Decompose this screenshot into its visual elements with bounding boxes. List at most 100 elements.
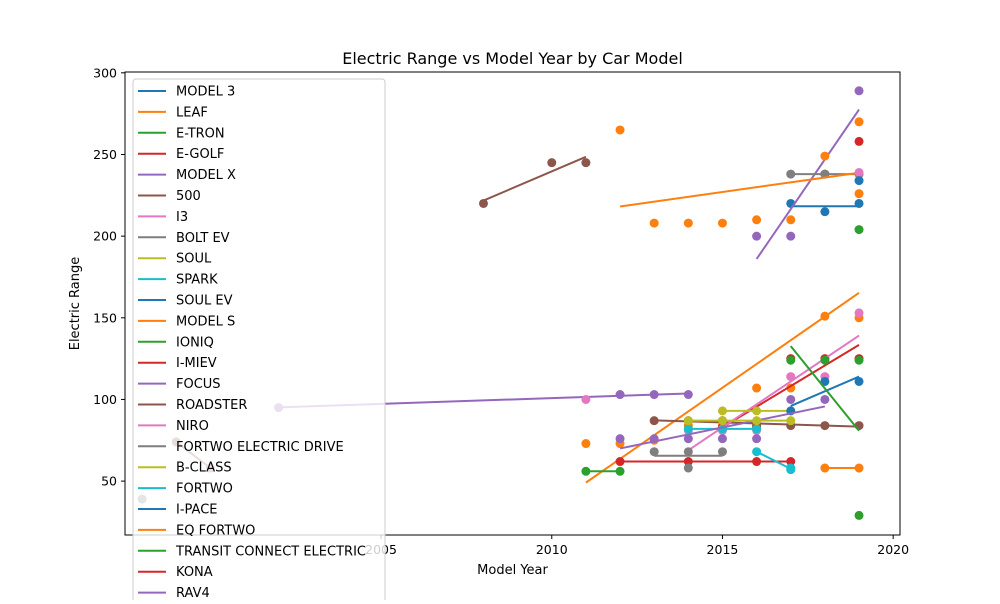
legend-label: FORTWO ELECTRIC DRIVE: [176, 440, 344, 455]
legend-label: MODEL S: [176, 314, 235, 329]
data-point: [820, 311, 830, 321]
data-point: [717, 434, 727, 444]
data-point: [854, 376, 864, 386]
trend-line: [756, 450, 792, 470]
data-point: [649, 218, 659, 228]
axis-ticks: 200520102015202050100150200250300: [93, 65, 909, 557]
data-point: [615, 457, 625, 467]
data-point: [717, 447, 727, 457]
data-point: [854, 136, 864, 146]
trend-line: [585, 291, 860, 484]
x-axis-label: Model Year: [477, 563, 548, 578]
y-tick-label: 300: [93, 65, 117, 80]
data-point: [752, 383, 762, 393]
trend-line: [755, 108, 860, 260]
legend-label: EQ FORTWO: [176, 523, 255, 538]
data-point: [649, 390, 659, 400]
data-point: [820, 151, 830, 161]
data-point: [717, 406, 727, 416]
y-axis-label: Electric Range: [68, 257, 83, 351]
y-tick-label: 250: [93, 147, 117, 162]
data-point: [752, 231, 762, 241]
legend-label: 500: [176, 189, 201, 204]
data-point: [786, 355, 796, 365]
x-tick-label: 2015: [707, 542, 739, 557]
data-point: [786, 416, 796, 426]
legend-label: I-MIEV: [176, 356, 217, 371]
data-point: [683, 463, 693, 473]
legend-label: LEAF: [176, 105, 208, 120]
y-tick-label: 200: [93, 229, 117, 244]
legend-label: MODEL X: [176, 168, 236, 183]
data-point: [581, 466, 591, 476]
data-point: [615, 434, 625, 444]
data-point: [820, 394, 830, 404]
data-point: [820, 207, 830, 217]
data-point: [854, 167, 864, 177]
legend-box: [132, 78, 386, 604]
data-point: [786, 169, 796, 179]
legend-label: IONIQ: [176, 335, 214, 350]
legend: MODEL 3 LEAF E-TRON E-GOLF MODEL X 500 I3 BOLT …: [132, 78, 386, 604]
data-point: [615, 390, 625, 400]
trend-line: [790, 375, 860, 407]
data-point: [854, 198, 864, 208]
data-point: [649, 447, 659, 457]
legend-label: SPARK: [176, 273, 218, 288]
data-point: [854, 176, 864, 186]
data-point: [820, 355, 830, 365]
data-point: [649, 416, 659, 426]
data-point: [615, 125, 625, 135]
trend-line: [619, 171, 860, 208]
data-point: [854, 86, 864, 96]
data-point: [786, 457, 796, 467]
data-point: [820, 463, 830, 473]
legend-label: NIRO: [176, 419, 209, 434]
data-point: [683, 447, 693, 457]
data-point: [752, 406, 762, 416]
legend-label: ROADSTER: [176, 398, 247, 413]
data-point: [854, 308, 864, 318]
data-point: [581, 394, 591, 404]
data-point: [717, 218, 727, 228]
data-point: [854, 225, 864, 235]
legend-label: KONA: [176, 565, 213, 580]
y-tick-label: 100: [93, 392, 117, 407]
data-point: [786, 372, 796, 382]
data-point: [683, 434, 693, 444]
legend-label: E-TRON: [176, 126, 225, 141]
data-point: [786, 463, 796, 473]
data-point: [820, 421, 830, 431]
legend-label: TRANSIT CONNECT ELECTRIC: [175, 544, 366, 559]
data-point: [683, 457, 693, 467]
data-point: [854, 355, 864, 365]
legend-label: I3: [176, 210, 188, 225]
trend-line: [789, 345, 860, 432]
data-point: [581, 439, 591, 449]
data-point: [854, 117, 864, 127]
x-tick-label: 2010: [536, 542, 568, 557]
trend-line: [483, 155, 587, 202]
legend-label: I-PACE: [176, 503, 218, 518]
data-point: [786, 231, 796, 241]
data-point: [752, 447, 762, 457]
data-point: [854, 189, 864, 199]
y-tick-label: 150: [93, 310, 117, 325]
legend-label: E-GOLF: [176, 147, 224, 162]
data-point: [581, 158, 591, 168]
legend-label: RAV4: [176, 586, 210, 600]
data-point: [478, 198, 488, 208]
x-tick-label: 2020: [877, 542, 909, 557]
y-tick-label: 50: [101, 474, 117, 489]
data-point: [717, 416, 727, 426]
data-point: [820, 376, 830, 386]
data-point: [752, 434, 762, 444]
plot-area: [137, 86, 864, 520]
data-point: [752, 416, 762, 426]
data-point: [615, 466, 625, 476]
data-point: [752, 215, 762, 225]
legend-label: MODEL 3: [176, 85, 235, 100]
axes-frame: [124, 71, 901, 536]
